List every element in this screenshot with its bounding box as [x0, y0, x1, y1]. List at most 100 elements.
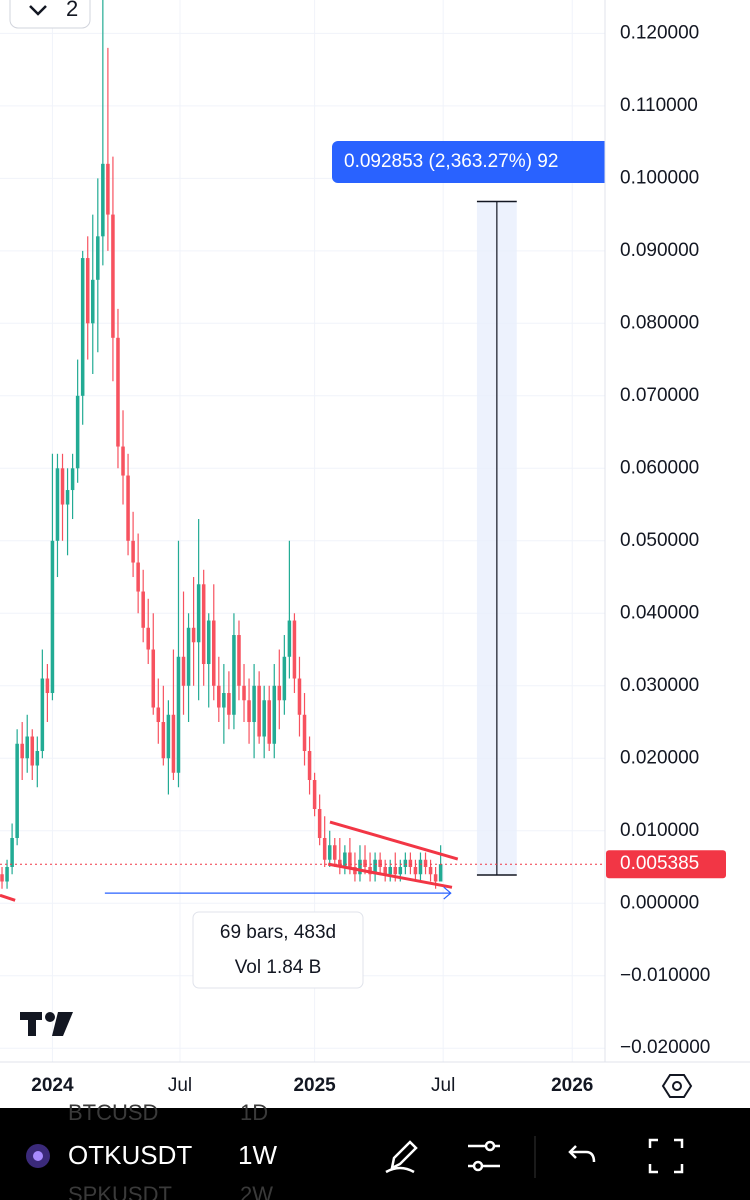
toolbar — [0, 1108, 750, 1200]
candle-body — [146, 627, 150, 650]
candle-body — [136, 562, 140, 592]
candle-body — [327, 845, 332, 860]
candle-body — [45, 678, 50, 694]
candle-body — [5, 866, 9, 882]
candle-body — [378, 859, 382, 867]
symbol-icon — [26, 1144, 50, 1168]
tradingview-logo — [20, 1012, 73, 1036]
y-tick-label: 0.120000 — [620, 22, 699, 43]
y-tick-label: −0.010000 — [620, 965, 710, 986]
candle-body — [151, 649, 156, 708]
y-tick-label: 0.020000 — [620, 747, 699, 768]
undo-button[interactable] — [568, 1145, 596, 1163]
fullscreen-button[interactable] — [648, 1138, 684, 1174]
plot-area: 0.092853 (2,363.27%) 92 — [0, 0, 605, 1062]
measure-label: 0.092853 (2,363.27%) 92 — [344, 151, 558, 172]
candle-body — [206, 620, 211, 665]
candle-body — [181, 656, 186, 686]
candle-body — [176, 656, 181, 773]
candle-body — [15, 743, 19, 839]
last-price-tag — [606, 850, 726, 879]
tooltip-bars: 69 bars, 483d — [220, 922, 336, 943]
x-tick-label: Jul — [431, 1075, 455, 1096]
candle-body — [262, 700, 266, 737]
last-price-label: 0.005385 — [620, 853, 699, 874]
candle-body — [373, 859, 377, 875]
candle-body — [343, 852, 347, 867]
candle-body — [212, 620, 216, 686]
candle-body — [242, 685, 246, 701]
range-arrow-head — [443, 886, 452, 900]
candle-body — [322, 838, 327, 860]
candle-body — [50, 540, 55, 694]
indicators-button[interactable] — [468, 1140, 500, 1172]
candle-body — [131, 540, 135, 563]
prev-symbol: BTCUSD — [68, 1100, 158, 1125]
candle-body — [141, 591, 145, 628]
candle-body — [277, 685, 282, 701]
candle-body — [101, 163, 105, 237]
prev-interval: 1D — [240, 1100, 268, 1125]
candle-body — [338, 859, 342, 867]
candle-body — [252, 685, 256, 723]
next-interval: 2W — [240, 1182, 273, 1200]
axes: 0.120000 0.110000 0.100000 0.090000 0.080000… — [31, 22, 726, 1096]
symbol[interactable]: OTKUSDT — [68, 1140, 192, 1170]
candle-body — [126, 475, 130, 541]
y-tick-label: 0.070000 — [620, 385, 699, 406]
y-tick-label: 0.060000 — [620, 457, 699, 478]
candle-body — [317, 809, 322, 839]
y-tick-label: 0.100000 — [620, 167, 699, 188]
candle-body — [75, 395, 80, 469]
candle-body — [227, 693, 231, 715]
candle-body — [201, 584, 206, 665]
candle-body — [232, 635, 236, 715]
trendline — [0, 893, 16, 902]
candle-body — [30, 736, 35, 766]
measure-tag — [332, 141, 605, 183]
layout-button[interactable]: 2 — [9, 0, 91, 29]
candle-body — [156, 707, 161, 723]
y-tick-label: −0.020000 — [620, 1037, 710, 1058]
candle-body — [428, 866, 433, 875]
trendline — [329, 820, 459, 861]
y-tick-label: 0.000000 — [620, 892, 699, 913]
candle-body — [106, 163, 110, 215]
candle-body — [363, 859, 367, 867]
tooltip-box — [192, 911, 364, 989]
candle-body — [96, 236, 100, 280]
y-tick-label: 0.090000 — [620, 240, 699, 261]
draw-button[interactable] — [385, 1140, 418, 1174]
candle-body — [307, 751, 312, 781]
interval[interactable]: 1W — [238, 1140, 277, 1170]
candle-body — [438, 864, 443, 882]
candle-body — [186, 627, 191, 686]
y-tick-label: 0.080000 — [620, 312, 699, 333]
candle-body — [282, 656, 287, 701]
candle-body — [0, 874, 4, 882]
candle-body — [60, 468, 65, 505]
candle-body — [413, 866, 418, 875]
y-tick-label: 0.030000 — [620, 675, 699, 696]
candle-body — [297, 678, 302, 715]
candle-body — [217, 685, 221, 708]
settings-button[interactable] — [661, 1074, 693, 1098]
candle-body — [91, 279, 95, 324]
candle-body — [433, 874, 438, 882]
candle-body — [272, 685, 277, 744]
y-tick-label: 0.040000 — [620, 602, 699, 623]
x-tick-label: 2025 — [293, 1075, 336, 1096]
candle-body — [333, 845, 337, 860]
candle-body — [116, 337, 120, 447]
candle-body — [358, 859, 362, 875]
x-tick-label: 2026 — [551, 1075, 593, 1096]
candle-body — [25, 736, 29, 759]
candle-body — [55, 468, 60, 541]
candle-body — [418, 859, 423, 875]
candle-body — [70, 468, 75, 491]
candle-body — [292, 620, 297, 679]
candle-body — [398, 866, 403, 875]
candle-body — [65, 490, 70, 505]
